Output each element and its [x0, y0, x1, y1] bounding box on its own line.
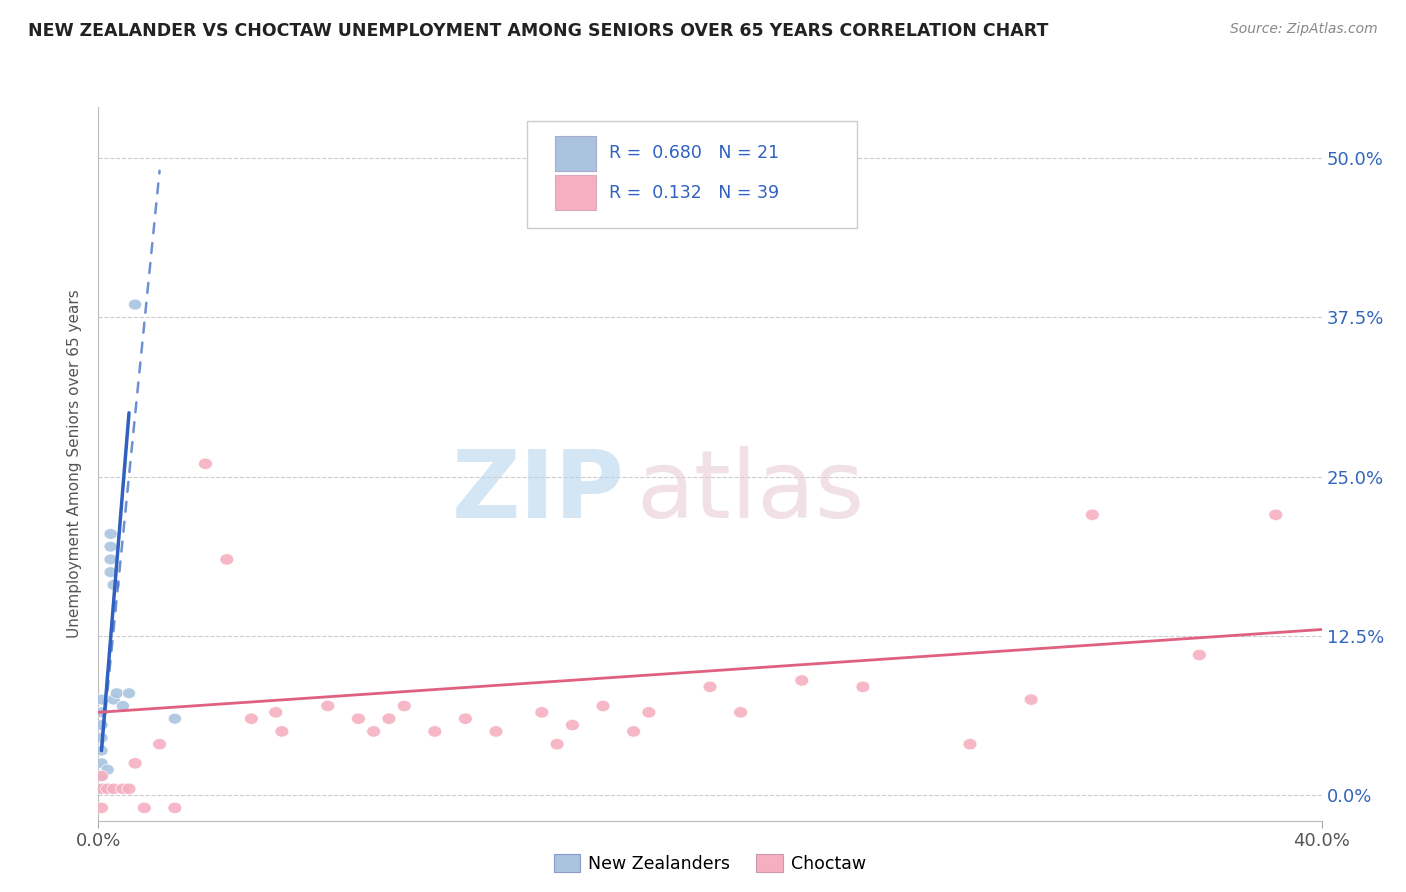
Ellipse shape [153, 739, 166, 750]
Ellipse shape [115, 783, 129, 795]
Ellipse shape [94, 720, 108, 731]
Ellipse shape [198, 458, 212, 469]
Ellipse shape [794, 675, 808, 686]
Ellipse shape [94, 707, 108, 718]
Ellipse shape [1024, 694, 1038, 706]
Ellipse shape [94, 694, 108, 705]
Ellipse shape [269, 706, 283, 718]
Ellipse shape [169, 714, 181, 724]
Text: ZIP: ZIP [451, 446, 624, 539]
Text: Source: ZipAtlas.com: Source: ZipAtlas.com [1230, 22, 1378, 37]
Ellipse shape [643, 706, 655, 718]
Ellipse shape [565, 720, 579, 731]
Ellipse shape [104, 554, 117, 565]
Ellipse shape [104, 541, 117, 552]
Ellipse shape [110, 688, 124, 698]
Ellipse shape [382, 713, 396, 724]
Ellipse shape [219, 554, 233, 565]
Ellipse shape [245, 713, 259, 724]
Ellipse shape [703, 681, 717, 692]
FancyBboxPatch shape [526, 121, 856, 228]
Ellipse shape [1268, 509, 1282, 520]
Ellipse shape [138, 802, 152, 814]
Ellipse shape [550, 739, 564, 750]
Ellipse shape [94, 745, 108, 756]
Ellipse shape [734, 706, 748, 718]
Ellipse shape [107, 694, 121, 705]
FancyBboxPatch shape [555, 136, 596, 171]
Ellipse shape [101, 764, 114, 775]
Text: R =  0.132   N = 39: R = 0.132 N = 39 [609, 184, 779, 202]
Ellipse shape [128, 757, 142, 769]
Ellipse shape [94, 783, 108, 795]
Ellipse shape [94, 771, 108, 781]
Ellipse shape [167, 802, 181, 814]
Ellipse shape [856, 681, 870, 692]
Ellipse shape [101, 783, 114, 795]
Ellipse shape [94, 732, 108, 743]
Ellipse shape [963, 739, 977, 750]
Ellipse shape [1085, 509, 1099, 520]
Ellipse shape [117, 700, 129, 711]
Ellipse shape [367, 726, 381, 737]
Ellipse shape [107, 580, 121, 591]
Ellipse shape [104, 529, 117, 540]
Ellipse shape [352, 713, 366, 724]
Legend: New Zealanders, Choctaw: New Zealanders, Choctaw [547, 847, 873, 880]
Ellipse shape [596, 700, 610, 712]
Ellipse shape [98, 783, 111, 794]
Ellipse shape [534, 706, 548, 718]
Ellipse shape [427, 726, 441, 737]
Text: R =  0.680   N = 21: R = 0.680 N = 21 [609, 145, 779, 162]
Ellipse shape [276, 726, 288, 737]
Ellipse shape [458, 713, 472, 724]
Ellipse shape [122, 783, 136, 795]
Ellipse shape [128, 299, 142, 310]
Ellipse shape [321, 700, 335, 712]
Text: atlas: atlas [637, 446, 865, 539]
Ellipse shape [489, 726, 503, 737]
Ellipse shape [107, 783, 121, 795]
Y-axis label: Unemployment Among Seniors over 65 years: Unemployment Among Seniors over 65 years [67, 290, 83, 638]
Ellipse shape [94, 783, 108, 794]
Ellipse shape [122, 688, 135, 698]
Ellipse shape [94, 771, 108, 781]
Ellipse shape [1192, 649, 1206, 661]
Text: NEW ZEALANDER VS CHOCTAW UNEMPLOYMENT AMONG SENIORS OVER 65 YEARS CORRELATION CH: NEW ZEALANDER VS CHOCTAW UNEMPLOYMENT AM… [28, 22, 1049, 40]
FancyBboxPatch shape [555, 175, 596, 211]
Ellipse shape [627, 726, 641, 737]
Ellipse shape [94, 758, 108, 769]
Ellipse shape [94, 802, 108, 814]
Ellipse shape [398, 700, 411, 712]
Ellipse shape [104, 566, 117, 577]
